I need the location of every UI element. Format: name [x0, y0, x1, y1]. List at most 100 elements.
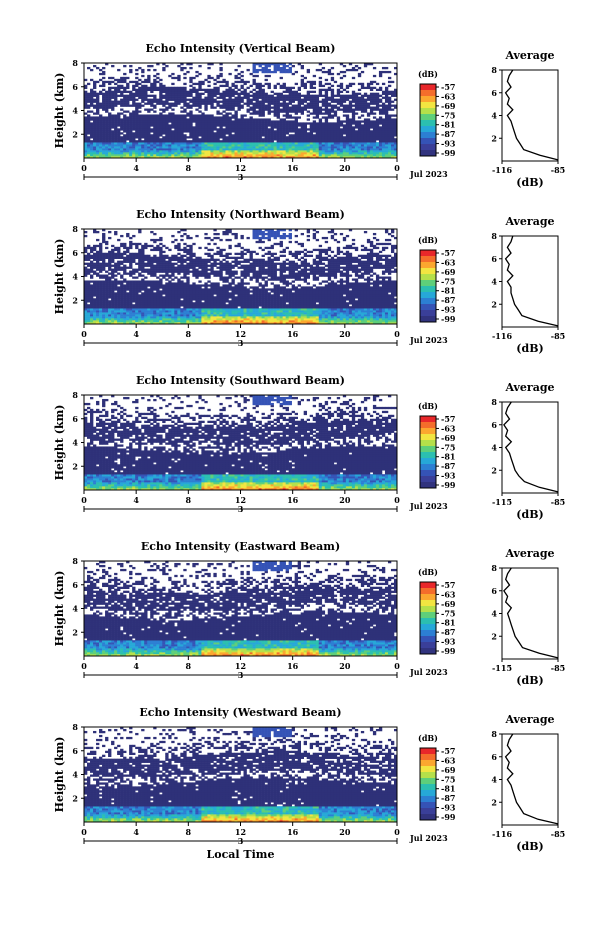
- heatmap-cell: [348, 138, 353, 141]
- heatmap-cell: [231, 106, 235, 109]
- heatmap-cell: [285, 102, 289, 105]
- heatmap-cell: [318, 316, 323, 319]
- heatmap-cell: [345, 150, 350, 153]
- heatmap-cell: [366, 114, 371, 117]
- heatmap-cell: [102, 72, 106, 76]
- heatmap-cell: [138, 136, 142, 139]
- heatmap-cell: [360, 136, 365, 139]
- heatmap-cell: [282, 102, 286, 105]
- heatmap-cell: [255, 156, 259, 159]
- heatmap-cell: [195, 102, 199, 105]
- heatmap-cell: [318, 134, 323, 137]
- heatmap-cell: [234, 128, 238, 131]
- heatmap-cell: [90, 110, 94, 113]
- heatmap-cell: [390, 124, 395, 127]
- heatmap-cell: [336, 312, 341, 315]
- heatmap-cell: [180, 94, 184, 97]
- heatmap-cell: [165, 136, 169, 139]
- heatmap-cell: [306, 142, 311, 145]
- heatmap-cell: [117, 150, 121, 153]
- heatmap-cell: [168, 90, 172, 93]
- heatmap-cell: [159, 88, 163, 92]
- heatmap-cell: [243, 142, 247, 145]
- heatmap-cell: [165, 140, 169, 143]
- heatmap-cell: [198, 124, 202, 127]
- heatmap-cell: [303, 144, 308, 147]
- heatmap-cell: [255, 142, 259, 145]
- heatmap-cell: [381, 318, 386, 321]
- heatmap-cell: [120, 306, 124, 309]
- heatmap-cell: [384, 150, 389, 153]
- heatmap-cell: [123, 300, 127, 303]
- heatmap-cell: [357, 148, 362, 151]
- heatmap-cell: [354, 318, 359, 321]
- heatmap-cell: [246, 306, 250, 309]
- heatmap-cell: [150, 150, 154, 153]
- heatmap-cell: [324, 82, 329, 86]
- heatmap-cell: [192, 96, 196, 99]
- heatmap-cell: [288, 66, 292, 70]
- heatmap-cell: [384, 298, 389, 301]
- heatmap-cell: [309, 314, 314, 317]
- heatmap-cell: [345, 130, 350, 133]
- heatmap-cell: [147, 122, 151, 125]
- heatmap-cell: [90, 144, 94, 147]
- heatmap-cell: [228, 92, 232, 95]
- heatmap-cell: [282, 106, 286, 109]
- heatmap-cell: [255, 122, 259, 125]
- heatmap-cell: [366, 300, 371, 303]
- heatmap-cell: [267, 70, 271, 74]
- heatmap-cell: [213, 320, 217, 323]
- heatmap-cell: [99, 136, 103, 139]
- heatmap-cell: [258, 100, 262, 103]
- heatmap-cell: [204, 140, 208, 143]
- heatmap-cell: [198, 88, 202, 92]
- heatmap-cell: [126, 146, 130, 149]
- heatmap-cell: [177, 320, 181, 323]
- heatmap-cell: [348, 154, 353, 157]
- heatmap-cell: [384, 306, 389, 309]
- heatmap-cell: [261, 84, 265, 88]
- heatmap-cell: [84, 84, 88, 88]
- heatmap-cell: [351, 144, 356, 147]
- heatmap-cell: [99, 312, 103, 315]
- heatmap-cell: [147, 132, 151, 135]
- heatmap-cell: [126, 86, 130, 90]
- heatmap-cell: [330, 302, 335, 305]
- heatmap-cell: [294, 322, 298, 325]
- heatmap-cell: [372, 102, 377, 105]
- heatmap-cell: [333, 112, 338, 115]
- heatmap-cell: [108, 142, 112, 145]
- heatmap-cell: [135, 308, 139, 311]
- heatmap-cell: [114, 130, 118, 133]
- heatmap-cell: [270, 63, 274, 66]
- heatmap-cell: [276, 150, 280, 153]
- heatmap-cell: [312, 136, 317, 139]
- heatmap-cell: [234, 316, 238, 319]
- heatmap-cell: [132, 86, 136, 90]
- heatmap-cell: [189, 298, 193, 301]
- heatmap-cell: [279, 66, 283, 70]
- heatmap-cell: [108, 132, 112, 135]
- heatmap-cell: [111, 140, 115, 143]
- heatmap-cell: [180, 68, 184, 72]
- heatmap-cell: [240, 296, 244, 299]
- heatmap-cell: [255, 68, 259, 72]
- heatmap-cell: [96, 298, 100, 301]
- heatmap-cell: [135, 80, 139, 84]
- heatmap-cell: [195, 320, 199, 323]
- heatmap-cell: [171, 120, 175, 123]
- heatmap-cell: [264, 140, 268, 143]
- heatmap-cell: [153, 116, 157, 119]
- heatmap-cell: [261, 138, 265, 141]
- heatmap-cell: [186, 314, 190, 317]
- heatmap-cell: [375, 126, 380, 129]
- heatmap-cell: [321, 130, 326, 133]
- heatmap-cell: [291, 100, 295, 103]
- heatmap-cell: [237, 126, 241, 129]
- heatmap-cell: [108, 116, 112, 119]
- heatmap-cell: [348, 96, 353, 99]
- heatmap-cell: [213, 146, 217, 149]
- heatmap-cell: [357, 120, 362, 123]
- heatmap-cell: [300, 304, 304, 307]
